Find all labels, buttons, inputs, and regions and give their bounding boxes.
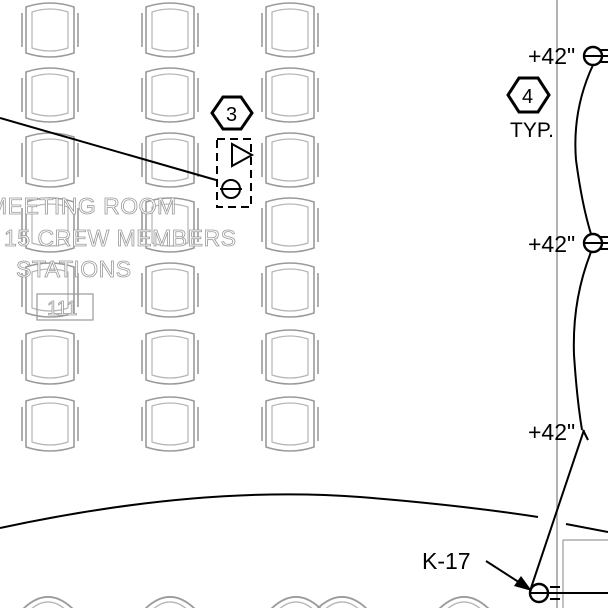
- chair-symbol: [261, 329, 319, 385]
- hex-tag-number: 3: [226, 104, 237, 126]
- hex-tag-number: 4: [522, 86, 533, 108]
- chair-symbol: [261, 262, 319, 318]
- mounting-height-label: +42": [528, 43, 575, 69]
- triangle-icon: [231, 142, 255, 168]
- room-occupancy: 15 CREW MEMBERS: [4, 225, 236, 251]
- chair-symbol: [141, 2, 199, 58]
- chair-symbol: [21, 67, 79, 123]
- chair-symbol: [141, 396, 199, 452]
- chair-symbol: [143, 596, 197, 608]
- room-use: STATIONS: [16, 256, 132, 282]
- chair-symbol: [21, 2, 79, 58]
- circuit-wire: [572, 251, 592, 431]
- chair-symbol: [261, 132, 319, 188]
- chair-symbol: [21, 396, 79, 452]
- chair-symbol: [437, 596, 491, 608]
- circuit-wire: [530, 429, 585, 589]
- device-tag-3: 3: [210, 95, 254, 131]
- typical-note: TYP.: [510, 119, 554, 142]
- room-number: 111: [47, 298, 77, 320]
- chair-symbol: [261, 396, 319, 452]
- data-outlet-symbol: [216, 138, 255, 208]
- chair-symbol: [21, 329, 79, 385]
- wall-receptacle: [582, 232, 608, 254]
- hexagon-tag-icon: [210, 95, 254, 131]
- leader-line: [0, 117, 217, 181]
- boundary-line: [565, 523, 608, 533]
- bottom-chairs: [21, 596, 491, 608]
- chair-symbol: [269, 596, 323, 608]
- arrowhead-icon: [514, 576, 532, 591]
- mounting-height-label: +42": [528, 419, 575, 445]
- boundary-line: [0, 493, 539, 529]
- chair-symbol: [141, 67, 199, 123]
- hexagon-tag-icon: [506, 76, 551, 114]
- wall-receptacle: [582, 45, 608, 67]
- chair-symbol: [141, 262, 199, 318]
- chair-symbol: [261, 2, 319, 58]
- chair-symbol: [261, 197, 319, 253]
- chair-symbol: [21, 596, 75, 608]
- room-number-box: [36, 293, 94, 321]
- wall-receptacle: [528, 582, 608, 604]
- chair-symbol: [21, 132, 79, 188]
- chair-symbol: [141, 132, 199, 188]
- chair-symbol: [261, 67, 319, 123]
- device-tag-4: 4 TYP.: [506, 76, 554, 142]
- circuit-wire: [574, 64, 594, 235]
- chair-symbol: [315, 596, 369, 608]
- keynote-label: K-17: [422, 548, 471, 574]
- chair-symbol: [141, 329, 199, 385]
- mounting-height-label: +42": [528, 231, 575, 257]
- room-tag: MEETING ROOM 15 CREW MEMBERS STATIONS 11…: [0, 193, 236, 321]
- room-name: MEETING ROOM: [0, 193, 177, 219]
